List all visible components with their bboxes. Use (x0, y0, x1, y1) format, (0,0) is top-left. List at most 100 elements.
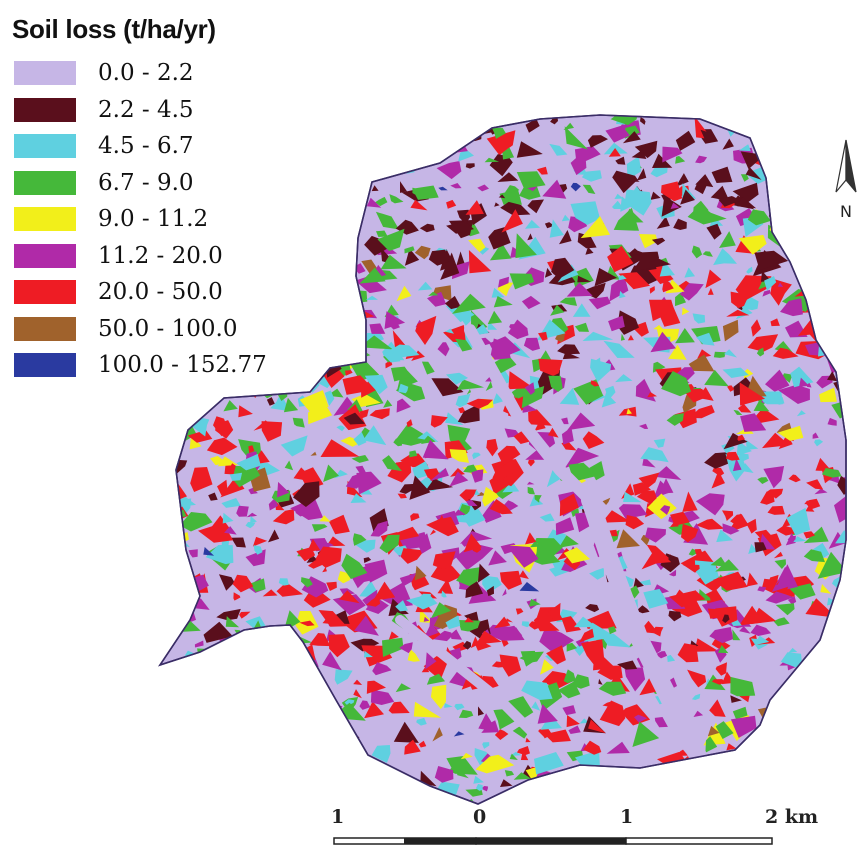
soil-loss-patch (767, 730, 791, 744)
soil-loss-patch (707, 725, 720, 737)
soil-loss-patch (388, 631, 399, 640)
soil-loss-patch (399, 572, 417, 587)
soil-loss-patch (766, 488, 784, 499)
soil-loss-patch (344, 738, 359, 750)
soil-loss-patch (489, 475, 511, 495)
soil-loss-patch (782, 373, 792, 383)
soil-loss-patch (416, 717, 427, 726)
soil-loss-patch (755, 635, 770, 646)
soil-loss-patch (304, 769, 319, 787)
soil-loss-patch (219, 574, 235, 591)
soil-loss-patch (166, 613, 181, 626)
soil-loss-patch (432, 630, 452, 642)
soil-loss-patch (364, 701, 384, 719)
soil-loss-patch (810, 676, 844, 695)
legend-item: 9.0 - 11.2 (10, 201, 340, 238)
soil-loss-patch (815, 457, 832, 472)
soil-loss-patch (774, 129, 789, 139)
watershed-border (158, 114, 847, 805)
soil-loss-patch (502, 588, 507, 596)
soil-loss-patch (271, 708, 289, 727)
soil-loss-patch (245, 549, 266, 567)
soil-loss-patch (515, 608, 524, 615)
soil-loss-patch (746, 572, 758, 587)
soil-loss-patch (548, 375, 563, 392)
soil-loss-patch (243, 706, 264, 726)
soil-loss-patch (828, 330, 845, 349)
soil-loss-patch (539, 776, 561, 793)
soil-loss-patch (318, 610, 347, 627)
soil-loss-patch (776, 724, 795, 734)
soil-loss-patch (618, 504, 648, 520)
scale-tick-label: 1 (331, 806, 344, 828)
soil-loss-patch (550, 117, 558, 125)
drainage-channel (581, 491, 709, 769)
soil-loss-patch (833, 763, 846, 782)
soil-loss-patch (682, 491, 698, 512)
soil-loss-patch (388, 115, 402, 121)
soil-loss-patch (675, 328, 695, 344)
soil-loss-patch (213, 741, 224, 750)
soil-loss-patch (371, 745, 391, 763)
soil-loss-patch (370, 689, 395, 705)
soil-loss-patch (180, 769, 193, 775)
soil-loss-patch (821, 468, 842, 478)
soil-loss-patch (412, 185, 439, 200)
soil-loss-patch (740, 151, 761, 170)
soil-loss-patch (722, 319, 739, 342)
soil-loss-patch (662, 278, 674, 293)
soil-loss-patch (175, 676, 192, 697)
soil-loss-patch (229, 472, 243, 481)
soil-loss-patch (704, 452, 733, 469)
soil-loss-patch (651, 237, 666, 246)
soil-loss-patch (544, 222, 555, 229)
soil-loss-patch (460, 531, 493, 544)
soil-loss-patch (210, 713, 222, 725)
soil-loss-patch (705, 269, 722, 289)
soil-loss-patch (216, 608, 241, 621)
soil-loss-patch (631, 252, 671, 272)
soil-loss-patch (724, 780, 746, 794)
soil-loss-patch (805, 505, 815, 512)
soil-loss-patch (482, 499, 502, 523)
soil-loss-patch (726, 743, 737, 751)
soil-loss-patch (695, 155, 708, 164)
soil-loss-patch (746, 266, 753, 274)
soil-loss-patch (719, 231, 736, 248)
soil-loss-patch (831, 338, 845, 349)
soil-loss-patch (294, 382, 310, 393)
soil-loss-patch (670, 511, 690, 526)
soil-loss-patch (733, 458, 742, 472)
soil-loss-patch (445, 615, 461, 630)
soil-loss-patch (752, 794, 766, 804)
soil-loss-patch (549, 219, 564, 238)
soil-loss-patch (202, 698, 221, 717)
soil-loss-patch (406, 419, 413, 428)
soil-loss-patch (647, 493, 677, 520)
soil-loss-patch (534, 495, 542, 503)
soil-loss-patch (338, 196, 352, 208)
soil-loss-patch (264, 740, 290, 762)
soil-loss-patch (242, 715, 257, 727)
soil-loss-patch (486, 438, 498, 457)
soil-loss-patch (207, 685, 244, 704)
soil-loss-patch (259, 667, 274, 677)
soil-loss-patch (612, 170, 638, 194)
soil-loss-patch (693, 675, 702, 682)
soil-loss-patch (588, 296, 611, 310)
soil-loss-patch (767, 505, 785, 515)
soil-loss-patch (487, 310, 503, 325)
soil-loss-patch (458, 149, 474, 162)
soil-loss-patch (818, 161, 832, 173)
soil-loss-patch (343, 320, 360, 329)
soil-loss-patch (711, 679, 726, 685)
soil-loss-patch (527, 199, 544, 214)
soil-loss-patch (160, 709, 188, 725)
soil-loss-patch (617, 770, 632, 778)
soil-loss-patch (722, 510, 734, 521)
soil-loss-patch (826, 290, 840, 312)
soil-loss-patch (654, 466, 682, 480)
soil-loss-patch (631, 149, 647, 159)
soil-loss-patch (605, 125, 630, 143)
soil-loss-patch (634, 714, 648, 723)
